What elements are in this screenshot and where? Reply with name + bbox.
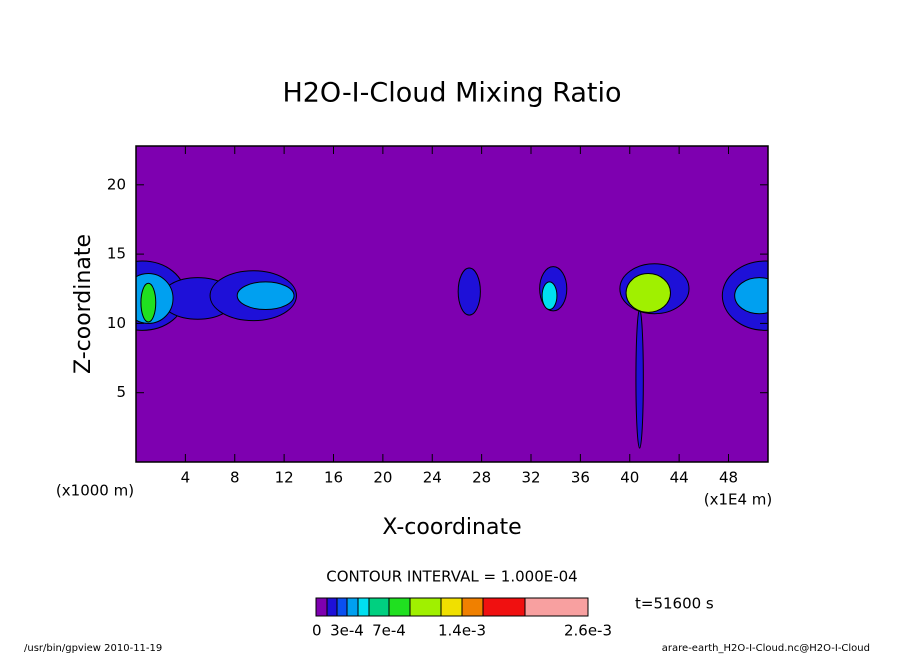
y-unit-label: (x1000 m) — [56, 482, 134, 500]
x-tick-label: 16 — [324, 469, 343, 487]
colorbar-box — [461, 597, 484, 617]
x-tick-label: 44 — [670, 469, 689, 487]
y-tick-label: 20 — [107, 175, 126, 193]
colorbar-box — [524, 597, 589, 617]
colorbar-label: 1.4e-3 — [438, 622, 486, 640]
contour-region — [140, 282, 157, 323]
colorbar-box — [336, 597, 348, 617]
contour-region — [457, 267, 481, 316]
y-tick-label: 15 — [107, 245, 126, 263]
colorbar-box — [440, 597, 463, 617]
x-tick-label: 4 — [181, 469, 191, 487]
plot-area — [136, 146, 768, 462]
colorbar-label: 2.6e-3 — [564, 622, 612, 640]
x-tick-label: 48 — [719, 469, 738, 487]
x-tick-label: 36 — [571, 469, 590, 487]
x-tick-label: 28 — [472, 469, 491, 487]
x-tick-label: 12 — [275, 469, 294, 487]
x-tick-label: 40 — [620, 469, 639, 487]
contour-region — [236, 281, 295, 311]
y-axis-label: Z-coordinate — [71, 234, 96, 374]
x-tick-label: 8 — [230, 469, 240, 487]
x-unit-label: (x1E4 m) — [704, 491, 773, 509]
contour-region — [541, 281, 558, 311]
colorbar-label: 0 — [312, 622, 322, 640]
colorbar-label: 3e-4 — [330, 622, 364, 640]
colorbar-box — [409, 597, 442, 617]
contour-region — [635, 309, 644, 449]
x-axis-label: X-coordinate — [382, 515, 521, 540]
y-tick-label: 10 — [107, 314, 126, 332]
plot-frame — [135, 145, 769, 463]
colorbar-box — [482, 597, 526, 617]
colorbar-box — [346, 597, 359, 617]
contour-region — [734, 277, 768, 315]
colorbar-box — [388, 597, 411, 617]
colorbar-box — [357, 597, 370, 617]
time-label: t=51600 s — [635, 595, 714, 613]
colorbar-label: 7e-4 — [372, 622, 406, 640]
footer-right: arare-earth_H2O-I-Cloud.nc@H2O-I-Cloud — [662, 643, 870, 654]
x-tick-label: 32 — [521, 469, 540, 487]
colorbar-box — [368, 597, 390, 617]
x-tick-label: 20 — [373, 469, 392, 487]
y-tick-label: 5 — [116, 383, 126, 401]
contour-region — [625, 273, 671, 313]
footer-left: /usr/bin/gpview 2010-11-19 — [24, 643, 162, 654]
contour-interval: CONTOUR INTERVAL = 1.000E-04 — [326, 568, 577, 586]
chart-title: H2O-I-Cloud Mixing Ratio — [282, 78, 621, 109]
x-tick-label: 24 — [423, 469, 442, 487]
colorbar-box — [315, 597, 328, 617]
colorbar-box — [326, 597, 338, 617]
